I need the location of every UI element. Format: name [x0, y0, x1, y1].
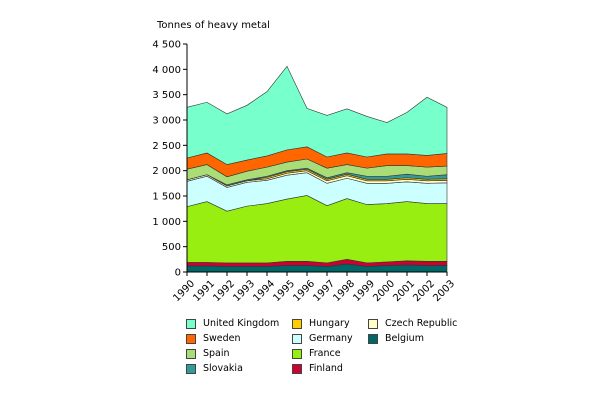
y-tick-label: 500: [162, 242, 181, 253]
legend-label: United Kingdom: [203, 318, 280, 329]
x-tick-label: 1995: [271, 278, 297, 304]
x-tick-label: 1994: [251, 278, 277, 304]
y-tick-label: 3 000: [152, 116, 181, 127]
legend-label: Spain: [203, 348, 230, 359]
legend-label: Hungary: [309, 318, 350, 329]
x-tick-label: 1999: [351, 278, 377, 304]
legend-swatch: [292, 364, 302, 374]
legend-label: Finland: [309, 363, 343, 374]
legend-swatch: [186, 364, 196, 374]
y-tick-label: 2 000: [152, 166, 181, 177]
y-tick-label: 4 500: [152, 40, 181, 51]
y-tick-label: 1 500: [152, 192, 181, 203]
y-tick-label: 3 500: [152, 90, 181, 101]
x-tick-label: 2001: [391, 278, 417, 304]
x-tick-label: 1991: [191, 278, 217, 304]
x-tick-label: 1993: [231, 278, 257, 304]
x-tick-label: 1997: [311, 278, 337, 304]
y-tick-label: 0: [175, 268, 181, 279]
legend-swatch: [186, 349, 196, 359]
y-tick-label: 2 500: [152, 141, 181, 152]
x-tick-label: 2002: [411, 278, 437, 304]
x-tick-label: 1990: [171, 278, 197, 304]
legend-swatch: [368, 334, 378, 344]
area-united-kingdom: [186, 65, 448, 165]
legend-label: Sweden: [203, 333, 241, 344]
y-axis-label: Tonnes of heavy metal: [157, 20, 270, 31]
x-tick-label: 1992: [211, 278, 237, 304]
legend-label: Czech Republic: [385, 318, 458, 329]
x-tick-label: 1996: [291, 278, 317, 304]
x-tick-label: 1998: [331, 278, 357, 304]
area-series-group: [186, 65, 448, 273]
x-tick-label: 2000: [371, 278, 397, 304]
legend-swatch: [292, 319, 302, 329]
legend-label: Germany: [309, 333, 353, 344]
legend-swatch: [292, 334, 302, 344]
legend-swatch: [186, 334, 196, 344]
x-tick-label: 2003: [431, 278, 457, 304]
legend-swatch: [368, 319, 378, 329]
legend-label: Belgium: [385, 333, 424, 344]
legend-swatch: [292, 349, 302, 359]
legend-swatch: [186, 319, 196, 329]
legend-label: France: [309, 348, 341, 359]
y-tick-label: 1 000: [152, 217, 181, 228]
legend-label: Slovakia: [203, 363, 243, 374]
y-tick-label: 4 000: [152, 65, 181, 76]
